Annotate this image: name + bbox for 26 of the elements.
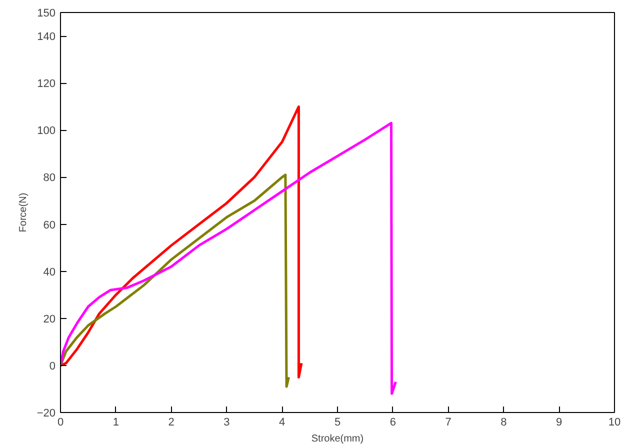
y-tick-label: 140 bbox=[37, 31, 56, 44]
x-tick-label: 7 bbox=[445, 416, 452, 428]
x-axis-title: Stroke(mm) bbox=[311, 434, 364, 444]
line-series bbox=[60, 174, 290, 388]
x-tick-label: 1 bbox=[112, 416, 119, 428]
x-tick-label: 0 bbox=[57, 416, 64, 428]
y-tick-label: 40 bbox=[43, 266, 56, 278]
x-tick-label: 6 bbox=[390, 416, 396, 428]
x-tick-label: 2 bbox=[168, 416, 174, 428]
y-tick-label: 60 bbox=[43, 219, 56, 232]
y-tick-label: 100 bbox=[37, 125, 56, 138]
x-tick-label: 9 bbox=[556, 416, 562, 428]
x-tick-label: 4 bbox=[279, 416, 286, 428]
line-series bbox=[60, 122, 397, 395]
x-tick-label: 3 bbox=[224, 416, 230, 428]
y-tick-label: 80 bbox=[43, 172, 56, 184]
line-series bbox=[60, 105, 303, 378]
y-tick-label: −20 bbox=[36, 408, 56, 420]
x-tick-label: 8 bbox=[500, 416, 507, 428]
x-tick-label: 5 bbox=[334, 416, 341, 428]
y-tick-label: 0 bbox=[49, 360, 56, 372]
x-tick-label: 10 bbox=[608, 416, 621, 428]
y-tick-label: 20 bbox=[43, 313, 56, 326]
y-axis-title: Force(N) bbox=[18, 192, 29, 232]
y-tick-label: 150 bbox=[37, 8, 56, 20]
y-tick-label: 120 bbox=[37, 78, 56, 90]
